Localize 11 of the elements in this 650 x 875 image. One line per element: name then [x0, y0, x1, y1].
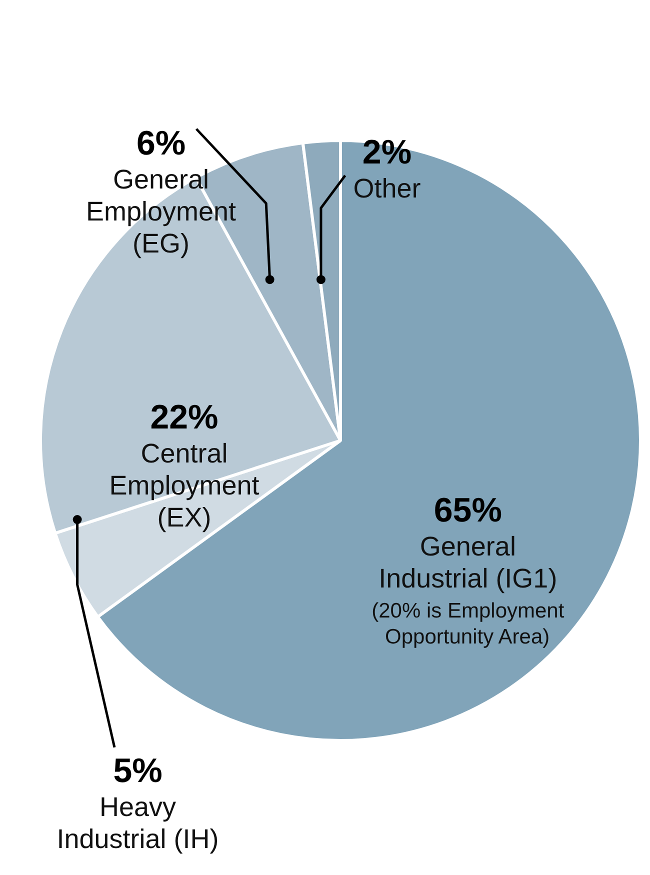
slice-label: General Industrial (IG1) — [378, 532, 558, 594]
slice-label: General Employment (EG) — [86, 164, 237, 258]
slice-label: Heavy Industrial (IH) — [56, 792, 219, 854]
data-label: 22% — [150, 398, 218, 437]
data-label: 65% — [434, 492, 502, 530]
text: (20% is Employment Opportunity Area) — [372, 600, 564, 649]
data-label: 6% — [136, 124, 186, 162]
data-label: 2% — [362, 134, 412, 172]
data-label: 5% — [113, 752, 162, 790]
slice-label: Central Employment (EX) — [109, 438, 260, 533]
slice-label: Other — [353, 174, 421, 204]
